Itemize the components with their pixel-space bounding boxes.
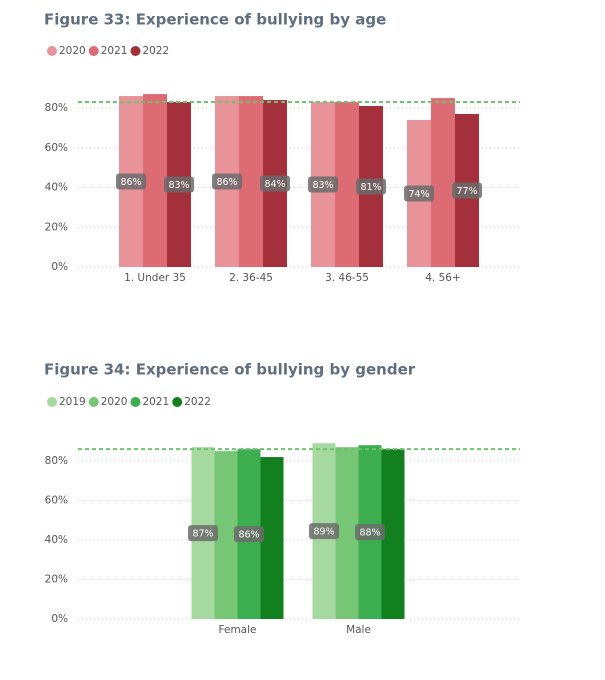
y-tick-label: 20% [45,221,68,233]
legend-label: 2020 [101,396,128,408]
value-label-bg [260,175,290,192]
y-tick-label: 60% [45,495,68,507]
legend-marker [47,46,57,56]
bar [335,447,359,619]
value-label-bg [234,526,264,543]
value-label: 83% [312,180,333,191]
value-label-bg [309,523,339,540]
y-tick-label: 40% [45,534,68,546]
y-tick-label: 80% [45,455,68,467]
legend-label: 2021 [142,396,169,408]
bar [335,102,359,267]
legend-label: 2019 [59,396,86,408]
x-tick-label: Female [219,624,257,636]
legend-label: 2021 [101,45,128,57]
bar [239,96,263,267]
value-label-bg [212,173,242,190]
value-label-bg [404,185,434,202]
y-tick-label: 20% [45,574,68,586]
x-tick-label: 2. 36-45 [229,272,273,284]
bar [143,94,167,268]
x-tick-label: 4. 56+ [425,272,461,284]
value-label: 74% [408,189,429,200]
value-label: 86% [216,177,237,188]
value-label: 81% [360,182,381,193]
x-tick-label: 3. 46-55 [325,272,369,284]
value-label-bg [308,176,338,193]
bar [431,98,455,267]
legend-label: 2020 [59,45,86,57]
legend-label: 2022 [142,45,169,57]
value-label: 84% [264,179,285,190]
bar [214,451,238,619]
chart-title: Figure 33: Experience of bullying by age [44,11,386,29]
legend-marker [172,397,183,407]
value-label-bg [356,178,386,195]
value-label-bg [188,525,218,542]
legend-marker [47,397,57,407]
y-tick-label: 0% [51,261,68,273]
value-label: 89% [313,527,334,538]
value-label-bg [452,182,482,199]
value-label: 83% [168,180,189,191]
legend-label: 2022 [184,396,211,408]
value-label-bg [355,524,385,541]
legend-marker [88,397,99,407]
y-tick-label: 60% [45,142,68,154]
y-tick-label: 40% [45,182,68,194]
bar [260,457,284,619]
value-label: 87% [192,529,213,540]
value-label: 88% [359,528,380,539]
y-tick-label: 80% [45,102,68,114]
x-tick-label: 1. Under 35 [124,272,186,284]
y-tick-label: 0% [51,613,68,625]
legend-marker [130,397,141,407]
value-label: 86% [120,177,141,188]
legend-marker [130,46,141,56]
value-label-bg [116,173,146,190]
chart-title: Figure 34: Experience of bullying by gen… [44,361,416,379]
value-label: 77% [456,186,477,197]
bar [381,449,405,619]
value-label: 86% [238,530,259,541]
value-label-bg [164,176,194,193]
x-tick-label: Male [346,624,371,636]
legend-marker [88,46,99,56]
